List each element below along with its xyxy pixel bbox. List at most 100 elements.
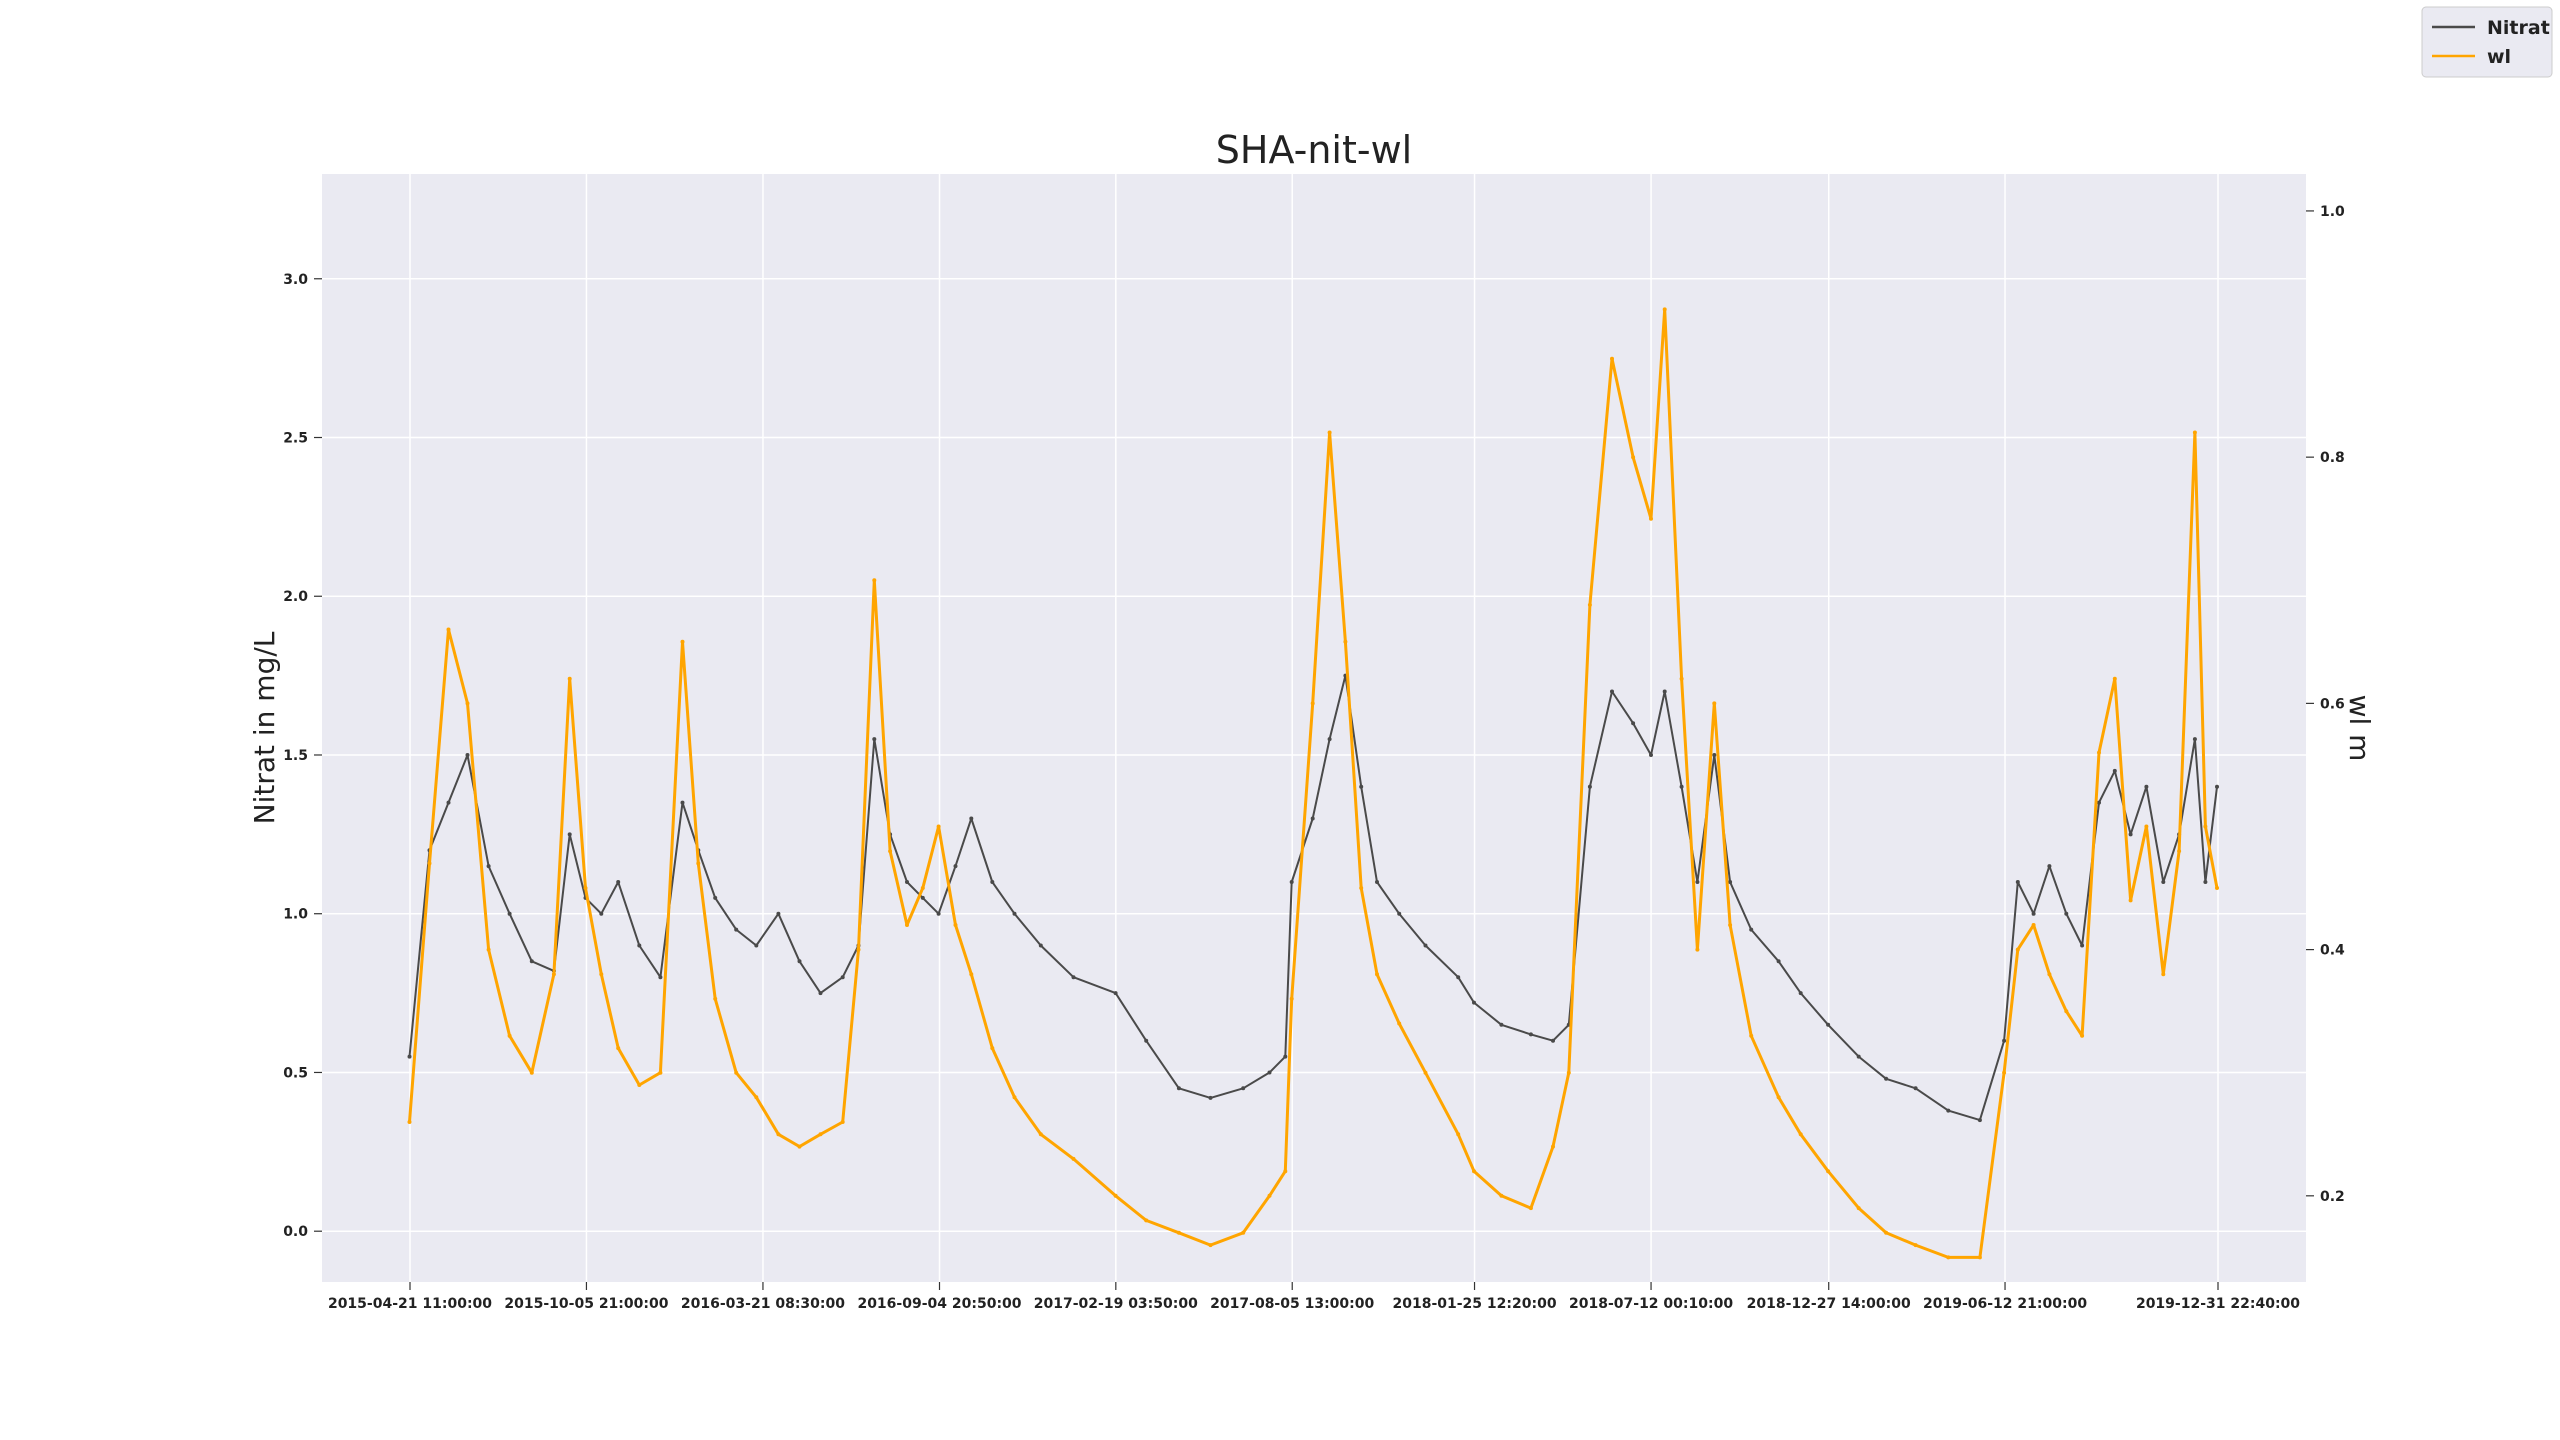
legend-nitrat-label: Nitrat: [2487, 17, 2550, 39]
wl-point: [427, 861, 432, 866]
nitrat-point: [1551, 1038, 1555, 1043]
y-left-tick-label: 1.5: [283, 748, 308, 764]
nitrat-point: [2064, 911, 2069, 916]
nitrat-point: [1499, 1022, 1504, 1027]
wl-point: [1551, 1144, 1555, 1149]
nitrat-point: [2031, 911, 2036, 916]
wl-point: [1289, 996, 1294, 1001]
nitrat-point: [713, 895, 718, 900]
nitrat-point: [2192, 737, 2197, 742]
nitrat-point: [407, 1054, 412, 1059]
nitrat-point: [1375, 880, 1379, 884]
nitrat-point: [1679, 784, 1684, 789]
wl-point: [1071, 1156, 1076, 1161]
wl-point: [567, 676, 572, 681]
nitrat-point: [637, 943, 642, 948]
nitrat-point: [776, 911, 781, 916]
wl-point: [1423, 1070, 1428, 1075]
nitrat-point: [486, 864, 491, 869]
wl-point: [936, 824, 941, 829]
wl-point: [551, 972, 556, 977]
wl-point: [2144, 824, 2149, 829]
wl-point: [1610, 356, 1614, 361]
grid: [322, 174, 2306, 1282]
nitrat-point: [920, 895, 925, 900]
wl-point: [905, 923, 909, 927]
wl-point: [1679, 676, 1684, 681]
wl-point: [734, 1070, 739, 1075]
y-left-tick-label: 2.5: [283, 431, 308, 447]
nitrat-point: [1397, 911, 1402, 916]
nitrat-point: [2047, 864, 2052, 869]
x-tick-label: 2018-01-25 12:20:00: [1392, 1296, 1556, 1312]
y-left-tick-label: 0.0: [283, 1224, 308, 1240]
wl-point: [1113, 1193, 1118, 1198]
wl-point: [1456, 1132, 1461, 1137]
wl-point: [1144, 1218, 1149, 1223]
nitrat-point: [507, 911, 512, 916]
series-layer: [407, 307, 2219, 1260]
wl-point: [818, 1132, 823, 1137]
wl-point: [637, 1083, 642, 1087]
wl-point: [797, 1144, 802, 1149]
nitrat-point: [658, 975, 663, 980]
nitrat-point: [2015, 880, 2020, 884]
nitrat-point: [1176, 1086, 1181, 1091]
wl-point: [1695, 947, 1700, 952]
wl-point: [1499, 1193, 1504, 1198]
wl-point: [1359, 886, 1364, 890]
nitrat-point: [953, 864, 958, 869]
wl-point: [872, 578, 877, 583]
nitrat-point: [905, 880, 909, 884]
wl-point: [1267, 1193, 1272, 1198]
nitrat-point: [936, 911, 941, 916]
nitrat-point: [1327, 737, 1332, 742]
wl-point: [1566, 1070, 1571, 1075]
wl-point: [1208, 1243, 1213, 1248]
wl-point: [507, 1033, 512, 1038]
nitrat-point: [1977, 1118, 1982, 1123]
nitrat-point: [1241, 1086, 1246, 1091]
wl-point: [1375, 972, 1379, 977]
wl-point: [1826, 1169, 1831, 1174]
wl-point: [1712, 701, 1717, 706]
nitrat-point: [2128, 832, 2133, 837]
wl-point: [1662, 307, 1667, 312]
wl-point: [407, 1120, 412, 1124]
x-tick-label: 2015-10-05 21:00:00: [504, 1296, 668, 1312]
nitrat-point: [1728, 880, 1733, 884]
nitrat-point: [1113, 991, 1118, 996]
legend: Nitrat wl: [2421, 6, 2553, 78]
nitrat-point: [2097, 800, 2101, 805]
wl-point: [840, 1120, 845, 1124]
wl-point: [2047, 972, 2052, 977]
nitrat-point: [1144, 1038, 1149, 1043]
nitrat-point: [1913, 1086, 1918, 1091]
plot-background: [322, 174, 2306, 1282]
x-tick-label: 2015-04-21 11:00:00: [328, 1296, 492, 1312]
wl-point: [754, 1095, 759, 1100]
wl-point: [1283, 1169, 1288, 1174]
nitrat-point: [1289, 880, 1294, 884]
y-left-tick-label: 3.0: [283, 272, 308, 288]
nitrat-point: [990, 880, 995, 884]
x-tick-label: 2018-12-27 14:00:00: [1747, 1296, 1911, 1312]
wl-point: [1038, 1132, 1043, 1137]
nitrat-point: [2080, 943, 2085, 948]
nitrat-point: [529, 959, 534, 964]
nitrat-point: [1208, 1095, 1213, 1100]
wl-point: [1913, 1243, 1918, 1248]
wl-point: [1343, 639, 1348, 644]
nitrat-point: [1310, 816, 1315, 821]
nitrat-point: [1798, 991, 1803, 996]
nitrat-point: [1946, 1108, 1951, 1113]
nitrat-point: [1749, 927, 1754, 932]
x-tick-label: 2019-12-31 22:40:00: [2136, 1296, 2300, 1312]
wl-point: [1310, 701, 1315, 706]
nitrat-point: [616, 880, 621, 884]
nitrat-point: [1472, 1000, 1476, 1005]
x-tick-label: 2017-02-19 03:50:00: [1034, 1296, 1198, 1312]
nitrat-point: [840, 975, 845, 980]
wl-point: [599, 972, 604, 977]
wl-point: [920, 886, 925, 890]
